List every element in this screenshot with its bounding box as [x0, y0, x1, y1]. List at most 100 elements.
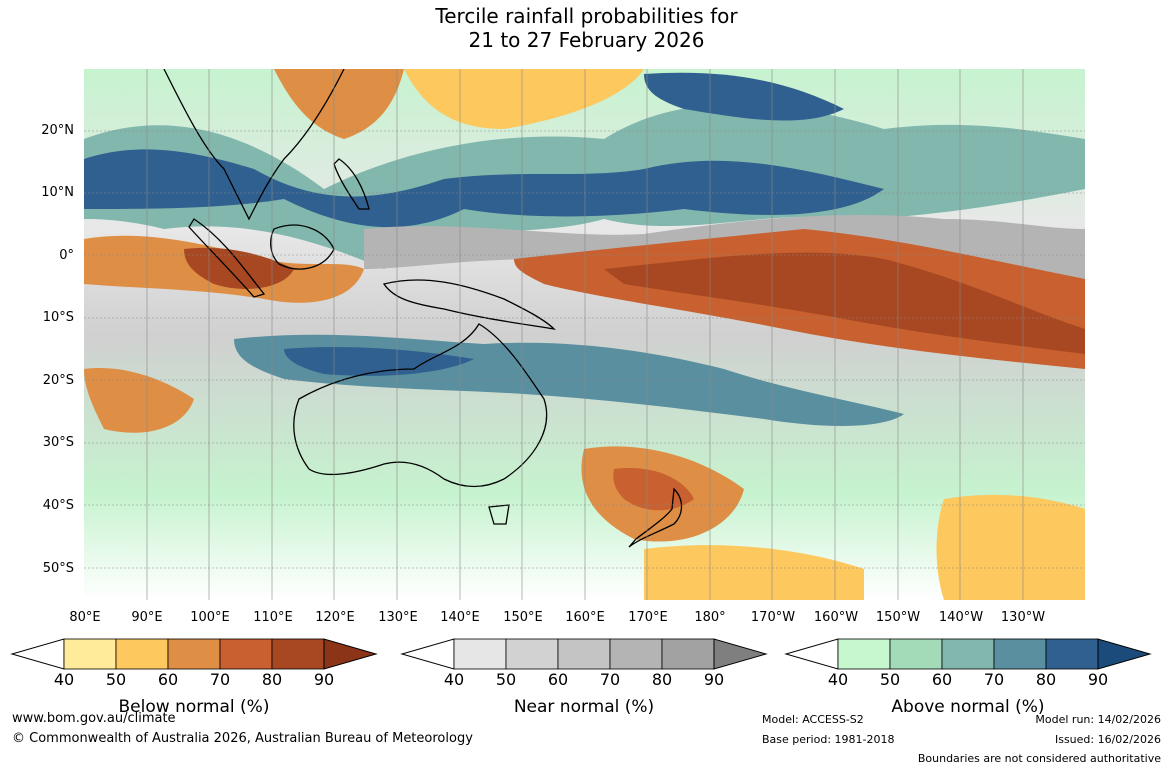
colorbar-extend-low: [400, 638, 455, 670]
lon-label-120e: 120°E: [315, 610, 355, 625]
colorbar-tick-label: 60: [931, 670, 953, 689]
lon-label-100e: 100°E: [190, 610, 230, 625]
colorbar-segment: [167, 638, 221, 670]
lon-label-80e: 80°E: [69, 610, 101, 625]
below-normal-region-south-east-pacific: [936, 494, 1085, 600]
colorbar-tick-label: 40: [443, 670, 465, 689]
lon-label-170e: 170°E: [628, 610, 668, 625]
coastline-tasmania: [488, 504, 510, 525]
above-normal-core-north: [84, 149, 884, 228]
colorbar-tick-label: 50: [105, 670, 127, 689]
colorbar-tick-label: 90: [313, 670, 335, 689]
issued-date: Issued: 16/02/2026: [1054, 733, 1161, 746]
colorbar-tick-label: 70: [983, 670, 1005, 689]
colorbar-segment: [889, 638, 943, 670]
lon-label-160w: 160°W: [813, 610, 859, 625]
lat-label-10s: 10°S: [42, 310, 74, 325]
lat-label-20n: 20°N: [41, 123, 74, 138]
lat-label-40s: 40°S: [42, 498, 74, 513]
model-run-date: Model run: 14/02/2026: [1035, 713, 1161, 726]
coastline-sumatra: [188, 218, 266, 298]
colorbar-segment: [661, 638, 715, 670]
lat-label-equator: 0°: [59, 248, 74, 263]
lon-label-140e: 140°E: [440, 610, 480, 625]
colorbar-segment: [837, 638, 891, 670]
colorbar-tick-label: 60: [547, 670, 569, 689]
colorbar-tick-label: 50: [495, 670, 517, 689]
lat-label-50s: 50°S: [42, 561, 74, 576]
colorbar-tick-label: 90: [1087, 670, 1109, 689]
coastline-philippines: [333, 158, 370, 210]
below-normal-core-equatorial-pacific: [604, 252, 1085, 354]
colorbar-tick-label: 80: [1035, 670, 1057, 689]
colorbar-tick-label: 70: [209, 670, 231, 689]
colorbar-segment: [63, 638, 117, 670]
lat-label-20s: 20°S: [42, 373, 74, 388]
below-normal-region-indian-ocean: [84, 368, 194, 433]
map-title: Tercile rainfall probabilities for 21 to…: [0, 4, 1173, 52]
colorbar-tick-label: 60: [157, 670, 179, 689]
lon-label-150e: 150°E: [503, 610, 543, 625]
colorbar-segment: [115, 638, 169, 670]
coastline-borneo: [270, 224, 335, 270]
coastline-australia: [293, 323, 548, 488]
lon-label-130e: 130°E: [378, 610, 418, 625]
lon-label-180: 180°: [694, 610, 726, 625]
colorbar-tick-label: 50: [879, 670, 901, 689]
map-field: [84, 69, 1085, 600]
colorbar-extend-low: [10, 638, 65, 670]
colorbar-tick-label: 90: [703, 670, 725, 689]
colorbar-tick-label: 40: [53, 670, 75, 689]
lon-label-150w: 150°W: [875, 610, 921, 625]
colorbar-segment: [941, 638, 995, 670]
below-normal-region-south-central: [644, 545, 864, 600]
lon-label-110e: 110°E: [253, 610, 293, 625]
graticule: [84, 130, 1085, 569]
model-name: Model: ACCESS-S2: [762, 713, 864, 726]
coastline-new-zealand: [628, 487, 683, 548]
colorbar-segment: [609, 638, 663, 670]
colorbar-below-normal: [10, 638, 378, 670]
colorbar-tick-label: 80: [261, 670, 283, 689]
colorbar-segment: [453, 638, 507, 670]
below-normal-core-indonesia: [184, 247, 294, 289]
coastline-new-guinea: [382, 279, 556, 330]
colorbar-extend-high: [323, 638, 378, 670]
colorbar-title-near-normal: Near normal (%): [513, 697, 655, 717]
colorbar-above-normal: [784, 638, 1152, 670]
lon-label-90e: 90°E: [131, 610, 163, 625]
lon-label-140w: 140°W: [938, 610, 984, 625]
lon-label-170w: 170°W: [750, 610, 796, 625]
below-normal-region-north-central: [404, 69, 644, 129]
above-normal-core-north-east: [644, 72, 844, 121]
colorbar-tick-label: 80: [651, 670, 673, 689]
title-line-1: Tercile rainfall probabilities for: [435, 4, 738, 28]
colorbar-near-normal: [400, 638, 768, 670]
below-normal-region-north-west: [274, 69, 404, 139]
copyright-text: © Commonwealth of Australia 2026, Austra…: [12, 731, 473, 746]
colorbar-extend-high: [713, 638, 768, 670]
colorbar-segment: [271, 638, 325, 670]
lat-label-10n: 10°N: [41, 185, 74, 200]
colorbar-segment: [993, 638, 1047, 670]
website-link[interactable]: www.bom.gov.au/climate: [12, 711, 176, 726]
lon-label-130w: 130°W: [1000, 610, 1046, 625]
above-normal-core-australia-north: [284, 347, 474, 376]
forecast-map: [84, 69, 1085, 600]
meridians: [146, 69, 1024, 600]
colorbar-segment: [557, 638, 611, 670]
colorbar-tick-label: 40: [827, 670, 849, 689]
base-period: Base period: 1981-2018: [762, 733, 895, 746]
title-line-2: 21 to 27 February 2026: [468, 28, 705, 52]
colorbar-title-below-normal: Below normal (%): [118, 697, 270, 717]
colorbar-segment: [505, 638, 559, 670]
boundaries-disclaimer: Boundaries are not considered authoritat…: [917, 752, 1161, 765]
colorbar-tick-label: 70: [599, 670, 621, 689]
colorbar-segment: [1045, 638, 1099, 670]
colorbar-segment: [219, 638, 273, 670]
below-normal-core-tasman: [613, 468, 694, 511]
colorbar-extend-low: [784, 638, 839, 670]
coastline-mainland-asia: [163, 69, 345, 221]
colorbar-extend-high: [1097, 638, 1152, 670]
lat-label-30s: 30°S: [42, 435, 74, 450]
